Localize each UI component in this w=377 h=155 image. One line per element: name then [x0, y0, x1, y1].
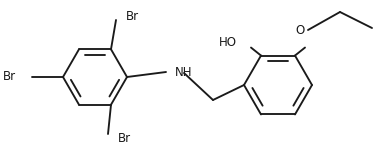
Text: O: O [295, 24, 305, 36]
Text: Br: Br [118, 133, 131, 146]
Text: Br: Br [3, 71, 16, 84]
Text: HO: HO [219, 35, 237, 49]
Text: Br: Br [126, 9, 139, 22]
Text: NH: NH [175, 66, 193, 78]
